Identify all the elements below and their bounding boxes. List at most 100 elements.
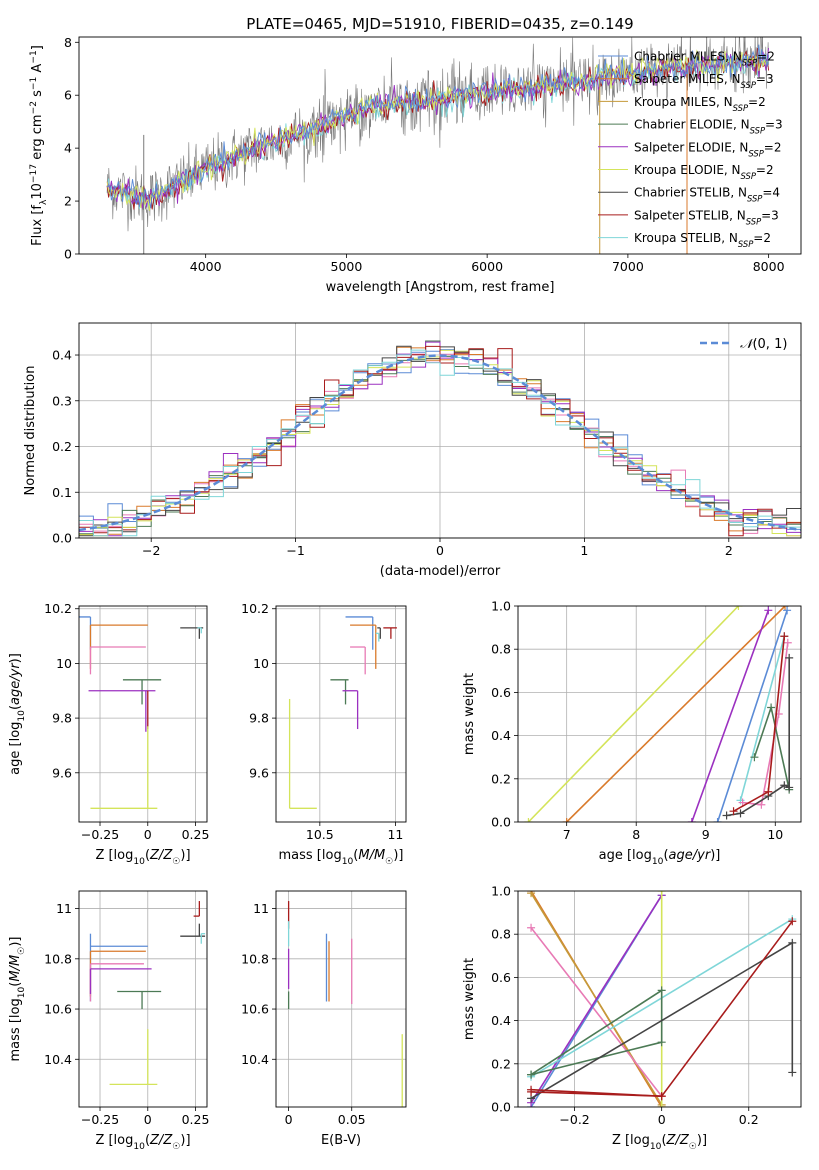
y-tick-label: 0.0 (491, 1100, 511, 1115)
marker-pink (783, 638, 792, 647)
normal-curve (79, 354, 801, 532)
legend-label-chabrier_elodie: Chabrier ELODIE, NSSP=3 (634, 118, 783, 136)
residuals-plot-area (79, 323, 801, 538)
y-axis-label: mass [log10(M/M☉)] (8, 937, 27, 1062)
y-tick-label: 0.0 (491, 815, 511, 830)
x-tick-label: 4000 (190, 259, 222, 274)
marker-salpeter_stelib (780, 632, 789, 641)
y-tick-label: 0.0 (52, 531, 72, 546)
x-axis-label: Z [log10(Z/Z☉)] (95, 1133, 190, 1152)
y-tick-label: 10.4 (44, 1052, 72, 1067)
legend-label-salpeter_miles: Salpeter MILES, NSSP=3 (634, 72, 774, 90)
marker-chabrier_stelib (785, 653, 794, 662)
x-tick-label: 0.05 (338, 1112, 366, 1127)
marker-salpeter_stelib (729, 807, 738, 816)
axes-frame (78, 890, 208, 1108)
marker-kroupa_elodie (524, 818, 533, 822)
y-tick-label: 9.8 (249, 711, 269, 726)
marker-pink (738, 798, 747, 807)
marker-kroupa_elodie (657, 891, 666, 895)
axes-frame (275, 890, 407, 1108)
marker-salpeter_stelib (527, 1087, 536, 1096)
series-chabrier_miles (716, 610, 788, 822)
x-tick-label: 0 (658, 1112, 666, 1127)
x-axis-label: mass [log10(M/M☉)] (279, 848, 404, 867)
axes-frame (78, 36, 802, 255)
y-tick-label: 10 (253, 656, 269, 671)
marker-chabrier_stelib (736, 809, 745, 818)
x-tick-label: 0 (436, 543, 444, 558)
x-tick-label: −0.25 (81, 1112, 119, 1127)
marker-salpeter_miles (562, 818, 571, 822)
legend-label-normal: 𝒩(0, 1) (740, 337, 787, 352)
y-tick-label: 11 (253, 901, 269, 916)
legend-label-chabrier_miles: Chabrier MILES, NSSP=2 (634, 50, 775, 68)
marker-kroupa_miles (527, 891, 536, 898)
x-tick-label: 7 (563, 827, 571, 842)
mass_vs_ebv-plot-area (276, 891, 406, 1107)
marker-chabrier_elodie (767, 703, 776, 712)
y-tick-label: 10.6 (44, 1002, 72, 1017)
y-tick-label: 11 (56, 901, 72, 916)
y-tick-label: 6 (64, 88, 72, 103)
series-chabrier_elodie (530, 988, 663, 1076)
axes-frame (517, 605, 802, 823)
y-tick-label: 0.2 (52, 439, 72, 454)
series-kroupa_elodie (527, 606, 739, 822)
marker-chabrier_elodie (657, 986, 666, 995)
x-tick-label: 10 (767, 827, 783, 842)
model-spectrum-kroupa_elodie (106, 49, 769, 211)
y-tick-label: 0.1 (52, 485, 72, 500)
y-axis-label: age [log10(age/yr)] (8, 653, 27, 775)
model-spectrum-chabrier_miles (106, 44, 770, 209)
y-tick-label: 9.6 (52, 765, 72, 780)
x-tick-label: 0.25 (182, 1112, 210, 1127)
mass_vs_Z-plot-area (79, 891, 207, 1107)
y-tick-label: 10.2 (44, 601, 72, 616)
x-axis-label: E(B-V) (321, 1133, 361, 1148)
series-kroupa_stelib (739, 635, 786, 801)
y-tick-label: 2 (64, 194, 72, 209)
x-axis-label: Z [log10(Z/Z☉)] (612, 1133, 707, 1152)
series-salpeter_miles (566, 606, 786, 822)
marker-salpeter_stelib (788, 917, 797, 926)
figure-title: PLATE=0465, MJD=51910, FIBERID=0435, z=0… (246, 15, 633, 33)
marker-chabrier_stelib (788, 938, 797, 947)
marker-pink (757, 800, 766, 809)
y-axis-label: Flux [fλ10−17 erg cm−2 s−1 A−1] (29, 45, 49, 246)
axes-frame (78, 605, 208, 823)
x-tick-label: 7000 (612, 259, 644, 274)
y-tick-label: 0.6 (491, 685, 511, 700)
marker-salpeter_elodie (764, 606, 773, 615)
x-tick-label: −1 (286, 543, 304, 558)
marker-chabrier_elodie (750, 753, 759, 762)
series-pink (742, 642, 789, 806)
legend-label-kroupa_elodie: Kroupa ELODIE, NSSP=2 (634, 163, 774, 181)
marker-chabrier_elodie (527, 1070, 536, 1079)
marker-salpeter_miles (781, 606, 790, 610)
y-tick-label: 0.8 (491, 642, 511, 657)
x-tick-label: −0.25 (81, 827, 119, 842)
marker-chabrier_miles (713, 818, 722, 822)
y-tick-label: 10.6 (241, 1002, 269, 1017)
x-tick-label: 9 (702, 827, 710, 842)
x-axis-label: wavelength [Angstrom, rest frame] (326, 280, 555, 295)
x-tick-label: 0 (144, 827, 152, 842)
y-tick-label: 10.8 (241, 951, 269, 966)
marker-chabrier_miles (783, 606, 792, 615)
marker-chabrier_stelib (780, 781, 789, 790)
y-tick-label: 0.4 (491, 728, 511, 743)
mw_vs_age-plot-area (518, 606, 801, 822)
series-salpeter_elodie (530, 894, 663, 1104)
x-tick-label: 8 (632, 827, 640, 842)
y-tick-label: 0 (64, 247, 72, 262)
y-tick-label: 4 (64, 141, 72, 156)
axes-frame (78, 322, 802, 539)
y-tick-label: 1.0 (491, 599, 511, 614)
y-tick-label: 10.4 (241, 1052, 269, 1067)
x-tick-label: 11 (387, 827, 403, 842)
y-tick-label: 0.6 (491, 970, 511, 985)
marker-chabrier_stelib (722, 811, 731, 820)
